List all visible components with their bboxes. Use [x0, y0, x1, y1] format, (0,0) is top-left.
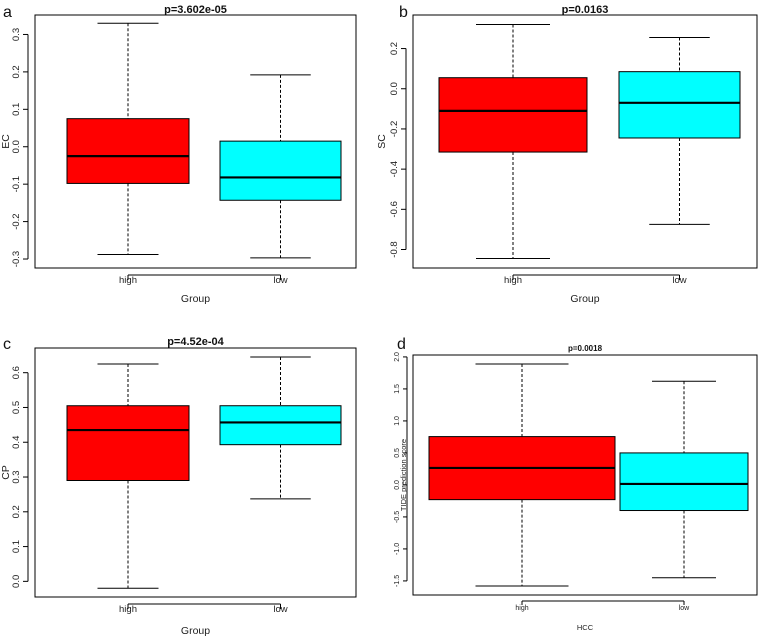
box-high [66, 363, 190, 589]
y-tick-label: -1.0 [394, 543, 401, 555]
panel-letter: a [3, 4, 12, 21]
y-tick-label: -0.4 [389, 161, 400, 177]
y-tick-label: -0.6 [389, 201, 400, 217]
y-tick-label: 0.0 [389, 82, 400, 95]
y-tick-label: 0.2 [11, 505, 22, 518]
x-tick-label: low [273, 275, 287, 286]
y-tick-label: 1.5 [394, 384, 401, 394]
box-low [219, 74, 342, 259]
x-tick-label: low [679, 605, 690, 612]
box-iqr [66, 405, 190, 481]
y-tick-label: 0.5 [11, 401, 22, 414]
plot-frame [412, 14, 758, 269]
chart-title: p=0.0163 [562, 4, 609, 16]
box-iqr [219, 405, 342, 446]
panel-d: d p=0.0018 -1.5 -1.0 -0.5 0.0 0.5 1.0 1.5 2.0 TIDE… [394, 336, 758, 632]
box-low [619, 380, 749, 579]
plot-frame [412, 354, 758, 596]
x-tick-label: high [515, 605, 528, 612]
y-tick-label: -0.1 [11, 176, 22, 192]
box-low [219, 356, 342, 500]
plot-frame [34, 14, 357, 269]
y-tick-label: 2.0 [394, 352, 401, 362]
y-tick-label: -0.2 [389, 121, 400, 137]
box-iqr [619, 452, 749, 512]
panel-letter: c [3, 336, 11, 353]
box-high [438, 23, 588, 260]
plot-frame [34, 347, 357, 598]
chart-title: p=3.602e-05 [164, 4, 227, 16]
y-tick-label: -0.5 [394, 511, 401, 523]
y-tick-label: 0.5 [394, 448, 401, 458]
y-tick-label: 0.0 [11, 575, 22, 588]
panel-letter: d [397, 336, 406, 353]
chart-title: p=4.52e-04 [167, 336, 224, 348]
y-axis-label: CP [0, 465, 12, 480]
box-low [618, 37, 741, 225]
y-tick-label: -0.3 [11, 251, 22, 267]
y-tick-label: 1.0 [394, 416, 401, 426]
box-iqr [66, 118, 190, 184]
box-iqr [438, 77, 588, 153]
box-high [66, 22, 190, 256]
y-tick-label: 0.1 [11, 540, 22, 553]
y-tick-label: 0.3 [11, 470, 22, 483]
y-axis-label: TIDE prediction score [399, 439, 408, 511]
x-axis-label: HCC [577, 623, 594, 632]
y-tick-label: 0.6 [11, 366, 22, 379]
y-tick-label: 0.2 [11, 65, 22, 78]
y-tick-label: -1.5 [394, 575, 401, 587]
x-tick-label: high [119, 275, 137, 286]
box-iqr [618, 71, 741, 139]
y-tick-label: 0.0 [394, 480, 401, 490]
x-tick-label: low [672, 275, 686, 286]
y-tick-label: 0.0 [11, 140, 22, 153]
y-tick-label: -0.2 [11, 213, 22, 229]
x-axis-label: Group [181, 293, 210, 305]
x-axis-label: Group [181, 625, 210, 637]
y-tick-label: 0.3 [11, 28, 22, 41]
panel-b: b p=0.0163 -0.8 -0.6 -0.4 -0.2 0.0 0.2 SC high low… [376, 4, 758, 305]
x-axis-label: Group [570, 293, 599, 305]
box-iqr [219, 140, 342, 201]
x-tick-label: high [119, 604, 137, 615]
y-axis-label: SC [376, 134, 388, 149]
panel-letter: b [399, 4, 408, 21]
x-tick-label: low [273, 604, 287, 615]
panel-a: a p=3.602e-05 -0.3 -0.2 -0.1 0.0 0.1 0.2 0.3 EC hi… [0, 4, 357, 305]
x-tick-label: high [504, 275, 522, 286]
y-tick-label: 0.4 [11, 436, 22, 449]
y-tick-label: -0.8 [389, 241, 400, 257]
y-axis-label: EC [0, 134, 12, 149]
panel-c: c p=4.52e-04 0.0 0.1 0.2 0.3 0.4 0.5 0.6 CP high lo… [0, 336, 357, 637]
y-tick-label: 0.1 [11, 103, 22, 116]
y-tick-label: 0.2 [389, 42, 400, 55]
chart-title: p=0.0018 [568, 344, 603, 353]
box-high [428, 363, 616, 587]
